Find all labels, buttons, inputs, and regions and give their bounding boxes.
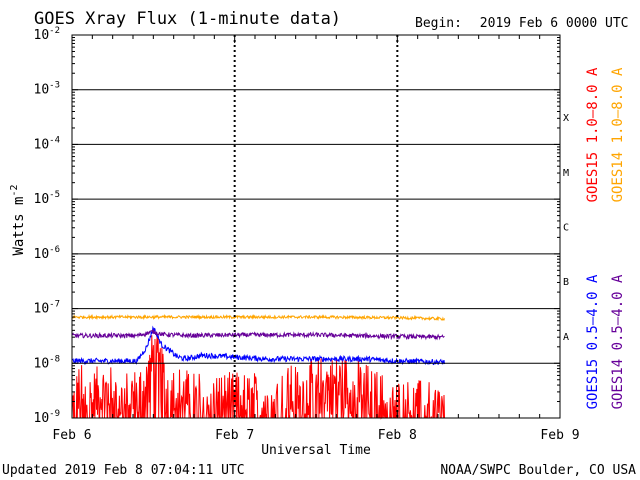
legend-entry: GOES14 1.0–8.0 A [610,67,626,202]
y-tick-base: 10 [34,28,50,43]
y-tick-label: 10-8 [34,354,61,371]
y-tick-base: 10 [34,83,50,98]
y-tick-exp: -9 [49,409,60,419]
y-tick-label: 10-4 [34,135,61,152]
x-tick-label: Feb 9 [540,428,579,443]
series-line-3 [71,313,445,322]
y-tick-base: 10 [34,247,50,262]
y-tick-label: 10-6 [34,245,61,262]
flare-class-label: C [563,223,569,234]
series-line-2 [71,329,445,341]
begin-label: Begin: 2019 Feb 6 0000 UTC [415,16,629,31]
series-line-1 [71,325,445,366]
y-tick-base: 10 [34,302,50,317]
x-tick-label: Feb 6 [52,428,91,443]
y-tick-label: 10-3 [34,81,61,98]
y-tick-base: 10 [34,137,50,152]
updated-timestamp: Updated 2019 Feb 8 07:04:11 UTC [2,463,245,478]
y-tick-label: 10-2 [34,26,61,43]
legend-entry: GOES15 1.0–8.0 A [585,67,601,202]
y-tick-exp: -7 [49,300,60,310]
flare-class-label: X [563,113,569,124]
y-tick-base: 10 [34,411,50,426]
flare-class-label: B [563,277,569,288]
legend-entry: GOES15 0.5–4.0 A [585,274,601,409]
y-axis-label-base: Watts m [11,197,27,256]
y-tick-label: 10-5 [34,190,61,207]
series-line-0 [71,335,445,420]
flare-class-label: M [563,168,569,179]
begin-label-text: Begin: [415,16,462,31]
x-tick-label: Feb 7 [215,428,254,443]
flare-class-label: A [563,332,569,343]
y-tick-exp: -2 [49,26,60,36]
y-tick-exp: -5 [49,190,60,200]
y-tick-base: 10 [34,192,50,207]
y-axis-label: Watts m-2 [9,184,27,255]
legend-entry: GOES14 0.5–4.0 A [610,274,626,409]
y-axis-label-exp: -2 [9,184,20,196]
y-tick-label: 10-9 [34,409,61,426]
y-tick-exp: -4 [49,135,60,145]
y-tick-base: 10 [34,356,50,371]
x-axis-label: Universal Time [261,443,371,458]
x-tick-label: Feb 8 [378,428,417,443]
chart-title: GOES Xray Flux (1-minute data) [34,9,341,29]
source-credit: NOAA/SWPC Boulder, CO USA [440,463,636,478]
begin-value: 2019 Feb 6 0000 UTC [480,16,629,31]
y-tick-exp: -6 [49,245,60,255]
y-tick-exp: -3 [49,81,60,91]
y-tick-exp: -8 [49,354,60,364]
y-tick-label: 10-7 [34,300,61,317]
